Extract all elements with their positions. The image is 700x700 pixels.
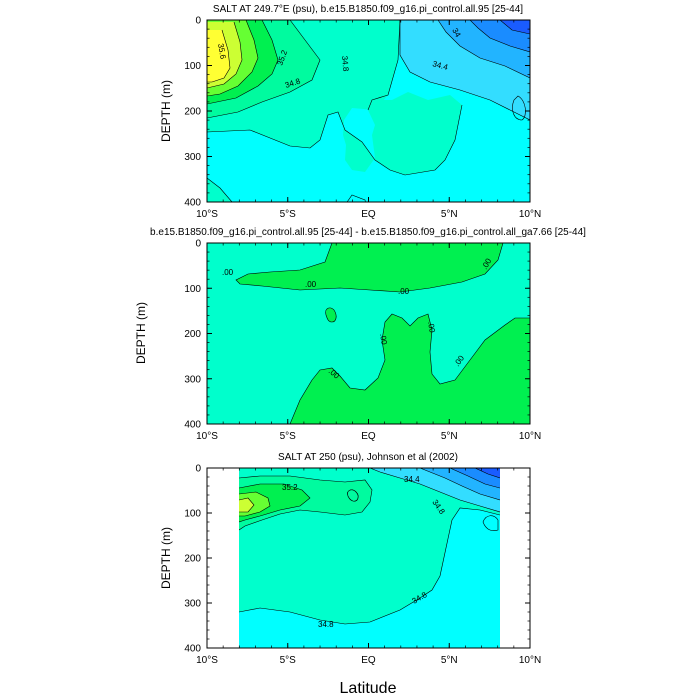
panel-3-y-tick-label: 100 [184,509,201,520]
panel-1-contour-line [207,29,231,83]
panel-2-contour-label: .00 [378,333,389,346]
panel-3-axes: 10°S 5°S EQ 5°N 10°N 0 100 200 300 400 [184,464,541,667]
panel-3-contour-label: 35.2 [282,483,298,492]
panel-1-contour-line [207,20,279,105]
panel-1-fill-332 [500,20,530,34]
panel-1-contour-line [207,21,243,89]
panel-1-title: SALT AT 249.7°E (psu), b.e15.B1850.f09_g… [213,4,523,15]
panel-1-fill-deep-patch [207,178,232,202]
panel-1-contour-line [207,104,463,176]
panel-1-contour-line [207,177,233,202]
panel-3-contour-label: 34.4 [404,475,420,484]
panel-1-x-tick-label: 5°N [441,209,458,220]
panel-3-contour-line [482,515,499,532]
panel-1-y-tick-label: 100 [184,61,201,72]
panel-1-contour-line [367,20,401,111]
panel-1-x-tick-label: 5°S [280,209,297,220]
panel-3-contour-label: 34.8 [318,620,334,629]
panel-3: SALT AT 250 (psu), Johnson et al (2002) [159,452,541,666]
panel-3-fill-deep [239,508,500,648]
panel-3-contour-line [239,483,311,523]
panel-2-contour-line [235,243,504,293]
panel-1: SALT AT 249.7°E (psu), b.e15.B1850.f09_g… [159,4,541,221]
panel-2-y-tick-label: 300 [184,374,201,385]
panel-3-x-tick-label: EQ [361,655,376,666]
panel-1-contour-line [512,95,526,121]
panel-3-contour-line [239,497,255,513]
panel-2-y-tick-label: 400 [184,420,201,431]
panel-1-contour-label: 35.6 [216,43,228,60]
panel-3-y-tick-label: 300 [184,599,201,610]
panel-3-y-tick-label: 0 [195,464,201,475]
panel-1-contour-label: 34.8 [340,55,350,72]
panel-1-contour-line [207,20,259,97]
panel-1-contour-line [346,194,366,202]
panel-2-contour-line [325,307,337,323]
panel-2-fill-top [236,243,503,292]
panel-3-contour-line [474,468,500,479]
panel-1-y-tick-label: 200 [184,107,201,118]
panel-2-contour-label: .00 [426,321,437,334]
panel-2-title: b.e15.B1850.f09_g16.pi_control.all.95 [2… [150,227,586,238]
panel-3-contour-line [419,468,500,501]
panel-2-contour-label: .00 [222,268,234,277]
panel-2-contour-line [289,313,530,424]
panel-1-y-axis-label: DEPTH (m) [159,80,173,142]
x-axis-label: Latitude [340,680,397,697]
panel-1-x-tick-label: 10°S [196,209,218,220]
panel-1-fill-368 [207,30,230,82]
panel-3-contour-line [239,507,500,625]
panel-2-x-tick-label: 5°N [441,431,458,442]
panel-1-contour-line [399,20,530,121]
panel-2-x-tick-label: 10°S [196,431,218,442]
panel-2-x-tick-label: 10°N [519,431,541,442]
panel-2-y-tick-label: 200 [184,329,201,340]
panel-2-contour-label: .00 [305,280,317,289]
panel-1-y-tick-label: 300 [184,152,201,163]
panel-1-contour-label: 34.4 [431,59,449,72]
panel-2-x-tick-label: 5°S [280,431,297,442]
panel-3-fill-364 [239,498,254,512]
panel-3-x-tick-label: 10°N [519,655,541,666]
panel-2-fill-blob [325,307,337,322]
panel-2-contour-field [207,243,530,424]
panel-3-contour-line [239,491,271,517]
panel-3-x-tick-label: 5°N [441,655,458,666]
panel-1-contour-field [207,20,530,202]
panel-3-x-tick-label: 5°S [280,655,297,666]
panel-2-y-tick-label: 100 [184,284,201,295]
panel-2-y-tick-label: 0 [195,239,201,250]
panel-1-contour-line [499,20,530,35]
panel-2-contour-label: .00 [398,287,410,296]
panel-2-x-tick-label: EQ [361,431,376,442]
panel-1-contour-line [437,20,530,79]
panel-3-title: SALT AT 250 (psu), Johnson et al (2002) [278,452,458,463]
panel-2-fill-bottom [290,314,530,424]
panel-3-fill-blob [347,489,359,502]
panel-1-axes: 10°S 5°S EQ 5°N 10°N 0 100 200 300 400 [184,16,541,221]
panel-3-x-tick-label: 10°S [196,655,218,666]
panel-1-contour-line [207,20,321,119]
panel-1-x-tick-label: 10°N [519,209,541,220]
panel-1-contour-line [469,20,530,53]
panel-3-y-tick-label: 400 [184,644,201,655]
panel-1-y-tick-label: 0 [195,16,201,27]
panel-3-y-axis-label: DEPTH (m) [159,527,173,589]
panel-3-y-tick-label: 200 [184,554,201,565]
panel-3-contour-line [449,468,500,489]
panel-2-y-axis-label: DEPTH (m) [134,302,148,364]
panel-1-x-tick-label: EQ [361,209,376,220]
panel-2-axes: 10°S 5°S EQ 5°N 10°N 0 100 200 300 400 [184,239,541,443]
panel-2: b.e15.B1850.f09_g16.pi_control.all.95 [2… [134,227,586,442]
panel-1-y-tick-label: 400 [184,198,201,209]
panel-3-contour-line [239,475,373,531]
panel-3-contour-field [239,468,500,648]
panel-3-contour-line [369,468,500,513]
